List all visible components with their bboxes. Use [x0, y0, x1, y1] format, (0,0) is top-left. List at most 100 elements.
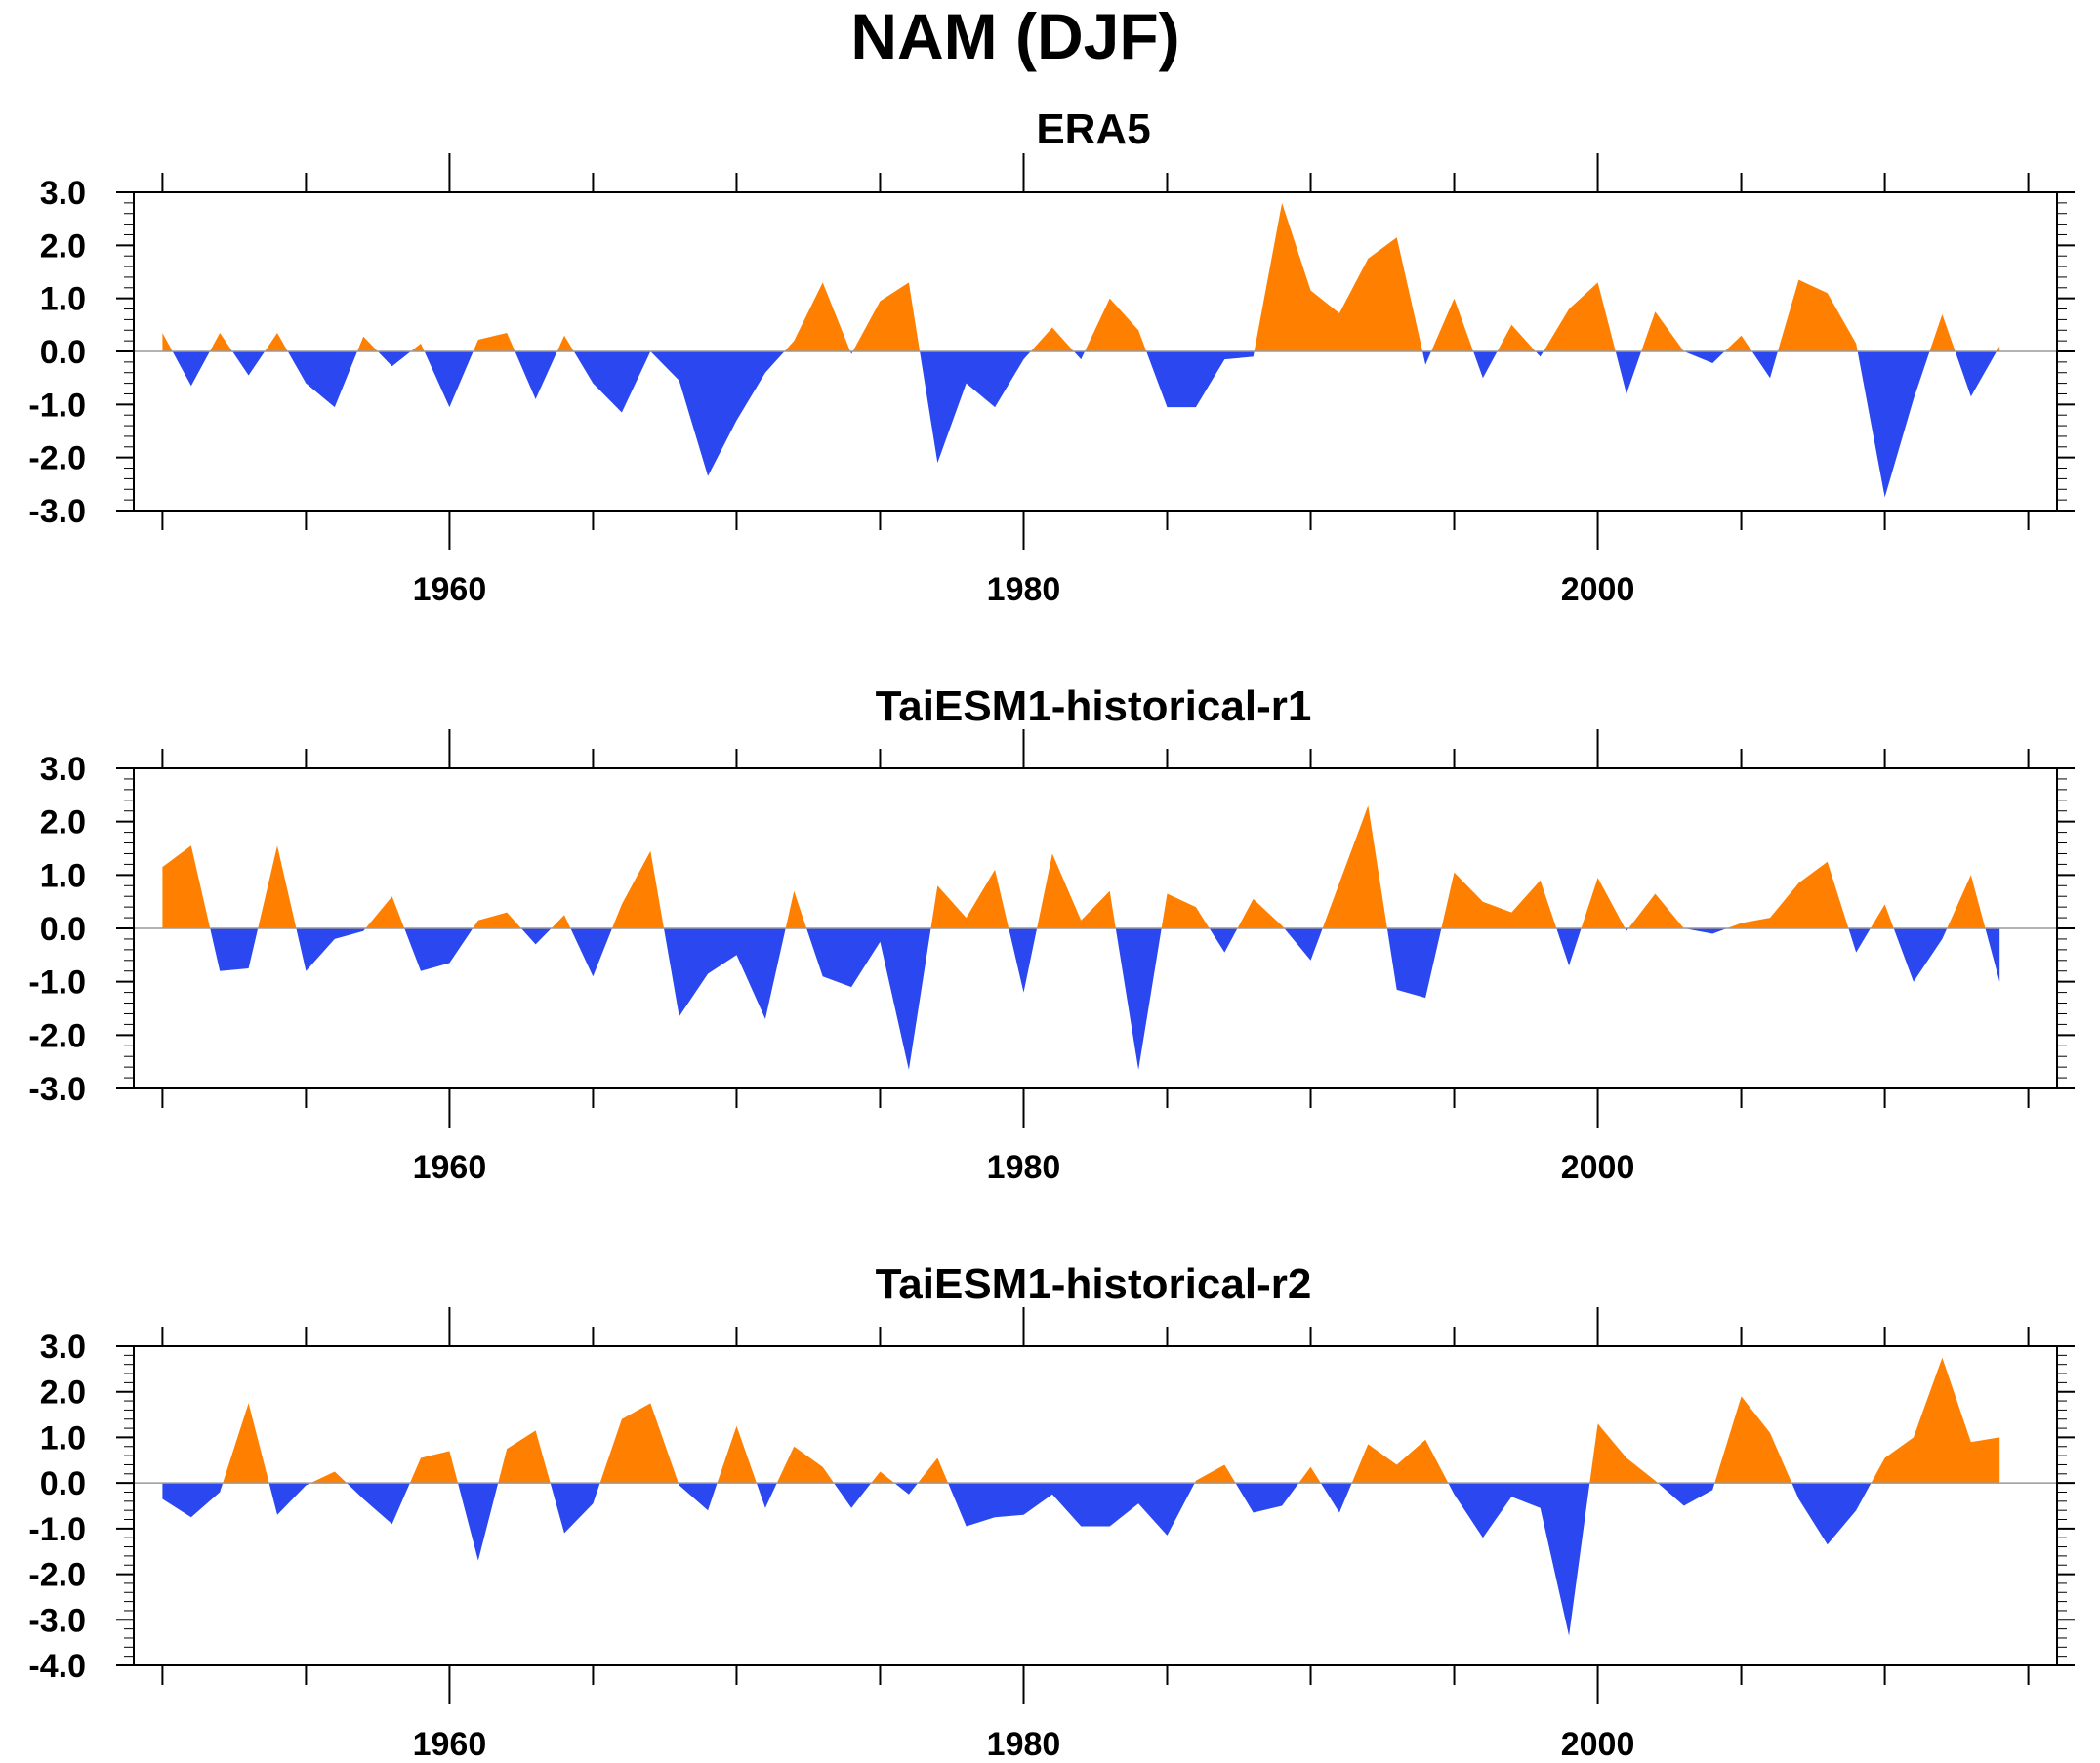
negative-area-24: [1448, 1483, 1590, 1636]
negative-area-20: [1235, 1483, 1299, 1513]
y-tick-label: -3.0: [28, 1071, 86, 1108]
negative-area-1: [172, 351, 210, 387]
y-tick-label: 0.0: [40, 1465, 86, 1502]
panel-r2: TaiESM1-historical-r2 3.0 2.0 1.0 0.0 -1.0 -2…: [28, 1260, 2075, 1763]
negative-area-14: [650, 351, 785, 476]
negative-area-3: [232, 351, 266, 376]
positive-area-0: [162, 333, 173, 351]
negative-area-31: [1848, 928, 1871, 953]
negative-area-0: [162, 1483, 224, 1518]
y-tick-label: 1.0: [40, 857, 86, 894]
positive-area-5: [409, 1451, 458, 1484]
positive-area-10: [473, 333, 515, 351]
positive-area-2: [258, 845, 297, 928]
negative-area-24: [1422, 351, 1431, 365]
positive-area-12: [785, 890, 807, 928]
y-tick-label: -1.0: [28, 1511, 86, 1548]
negative-area-28: [1535, 351, 1544, 357]
negative-area-32: [1683, 351, 1725, 363]
positive-area-16: [1037, 853, 1116, 928]
y-tick-label: 2.0: [40, 227, 86, 265]
x-tick-label: 1960: [413, 571, 487, 608]
negative-area-20: [1073, 351, 1086, 360]
negative-area-10: [678, 1483, 718, 1511]
negative-area-38: [1955, 351, 1997, 397]
panel-title-r1: TaiESM1-historical-r1: [876, 682, 1312, 730]
negative-area-13: [573, 351, 651, 413]
negative-area-15: [1009, 928, 1038, 993]
negative-area-33: [1893, 928, 1948, 982]
negative-area-28: [1791, 1483, 1872, 1545]
negative-area-30: [1615, 351, 1642, 394]
negative-area-5: [404, 928, 474, 971]
positive-area-21: [1085, 298, 1147, 351]
positive-area-10: [612, 850, 664, 928]
panel-title-r2: TaiESM1-historical-r2: [876, 1260, 1312, 1308]
y-tick-label: -3.0: [28, 493, 86, 530]
negative-area-16: [894, 1483, 919, 1495]
negative-area-36: [1857, 351, 1930, 498]
y-tick-label: -1.0: [28, 964, 86, 1002]
positive-area-17: [918, 1457, 949, 1484]
x-tick-label: 1980: [987, 571, 1061, 608]
positive-area-19: [1194, 1464, 1236, 1484]
negative-area-21: [1284, 928, 1323, 961]
negative-area-9: [570, 928, 612, 977]
positive-area-6: [357, 336, 378, 351]
positive-area-2: [209, 333, 233, 351]
negative-area-12: [756, 1483, 777, 1508]
y-tick-label: -2.0: [28, 440, 86, 477]
positive-area-7: [498, 1430, 551, 1484]
y-tick-label: 3.0: [40, 751, 86, 788]
negative-area-25: [1556, 928, 1582, 966]
positive-area-29: [1871, 1357, 2000, 1484]
plot-r2: 3.0 2.0 1.0 0.0 -1.0 -2.0 -3.0 -4.0 1960 1980 2000: [28, 1307, 2075, 1763]
negative-area-3: [296, 928, 366, 971]
y-tick-label: -2.0: [28, 1017, 86, 1054]
negative-area-5: [287, 351, 357, 408]
positive-area-23: [1254, 202, 1423, 351]
panel-r1: TaiESM1-historical-r1 3.0 2.0 1.0 0.0 -1.0 -2…: [28, 682, 2075, 1186]
x-tick-label: 1960: [413, 1726, 487, 1763]
y-tick-label: -2.0: [28, 1557, 86, 1594]
positive-area-3: [310, 1471, 348, 1484]
plot-era5: 3.0 2.0 1.0 0.0 -1.0 -2.0 -3.0 1960 1980 2000: [28, 153, 2075, 608]
positive-area-33: [1724, 335, 1752, 351]
positive-area-18: [1161, 893, 1210, 928]
y-tick-label: 2.0: [40, 804, 86, 841]
positive-area-15: [784, 282, 850, 351]
positive-area-14: [930, 869, 1009, 928]
positive-area-20: [1237, 898, 1285, 928]
positive-area-0: [162, 845, 211, 928]
y-tick-label: -1.0: [28, 387, 86, 424]
figure-title: NAM (DJF): [850, 0, 1179, 72]
negative-area-13: [806, 928, 931, 1070]
positive-area-13: [776, 1446, 835, 1484]
positive-area-1: [223, 1403, 269, 1484]
negative-area-9: [424, 351, 474, 408]
positive-area-4: [365, 896, 405, 928]
positive-area-34: [1947, 875, 1986, 928]
negative-area-35: [1985, 928, 2000, 982]
positive-area-31: [1641, 311, 1684, 351]
x-tick-label: 2000: [1561, 1149, 1635, 1186]
positive-area-15: [871, 1471, 895, 1484]
negative-area-22: [1320, 1483, 1352, 1513]
negative-area-22: [1146, 351, 1255, 408]
positive-area-23: [1351, 1439, 1449, 1484]
positive-area-24: [1441, 872, 1557, 928]
negative-area-7: [377, 351, 411, 367]
positive-area-4: [265, 333, 288, 351]
negative-area-18: [920, 351, 1031, 464]
positive-area-28: [1628, 893, 1684, 928]
negative-area-34: [1751, 351, 1778, 379]
positive-area-17: [852, 282, 921, 351]
negative-area-29: [1683, 928, 1727, 934]
positive-area-22: [1322, 805, 1387, 928]
y-tick-label: 2.0: [40, 1374, 86, 1412]
x-tick-label: 1980: [987, 1149, 1061, 1186]
positive-area-25: [1431, 298, 1474, 351]
positive-area-26: [1581, 878, 1626, 928]
y-tick-label: 0.0: [40, 334, 86, 371]
negative-area-11: [664, 928, 786, 1019]
